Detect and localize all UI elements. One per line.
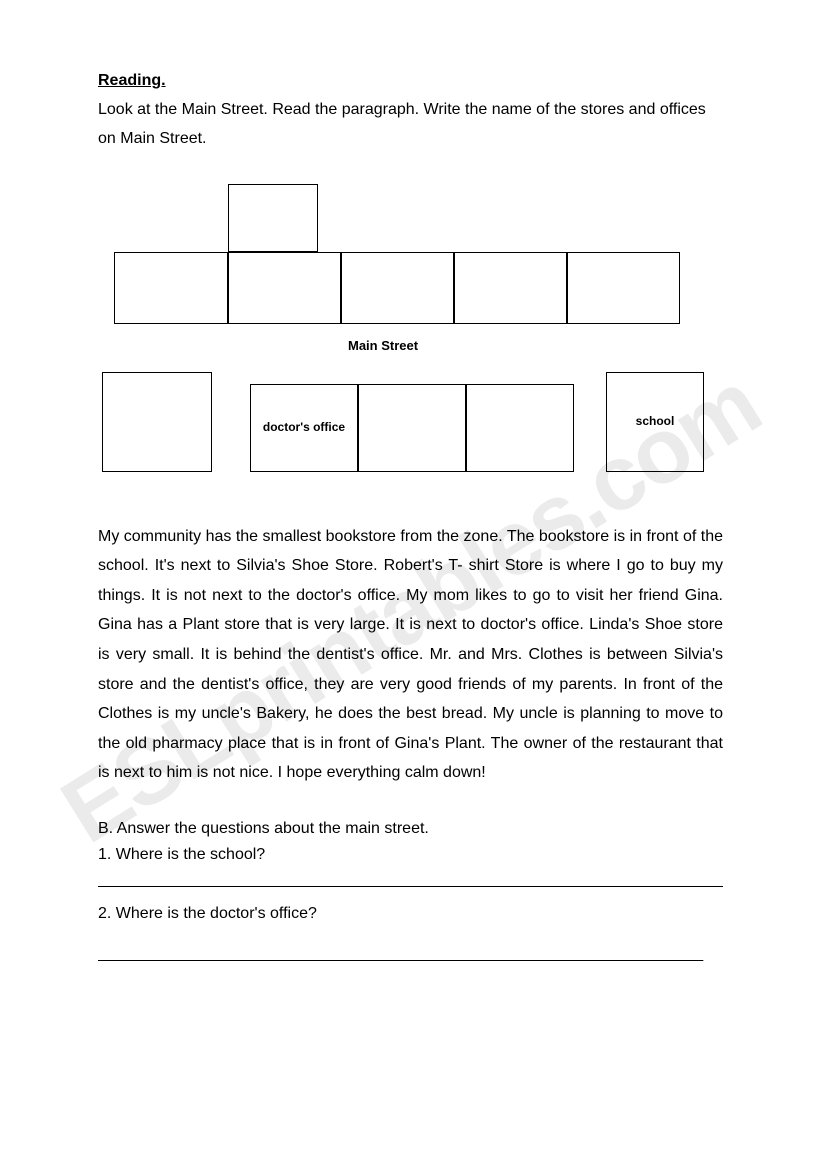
map-box-bottom-4: school [606, 372, 704, 472]
map-box-bottom-3[interactable] [466, 384, 574, 472]
question-2: 2. Where is the doctor's office? [98, 905, 723, 923]
map-box-top-0[interactable] [114, 252, 228, 324]
answer-line-2[interactable]: ________________________________________… [98, 945, 723, 963]
map-box-top-small[interactable] [228, 184, 318, 252]
map-box-bottom-2[interactable] [358, 384, 466, 472]
map-box-top-4[interactable] [567, 252, 680, 324]
map-box-bottom-0[interactable] [102, 372, 212, 472]
answer-line-1[interactable] [98, 886, 723, 887]
street-label: Main Street [348, 338, 418, 353]
main-street-map: Main Street doctor's office school [98, 184, 723, 494]
map-box-top-1[interactable] [228, 252, 341, 324]
map-box-top-2[interactable] [341, 252, 454, 324]
page-container: Reading. Look at the Main Street. Read t… [0, 0, 821, 1003]
question-1: 1. Where is the school? [98, 846, 723, 864]
map-box-bottom-1: doctor's office [250, 384, 358, 472]
section-b-heading: B. Answer the questions about the main s… [98, 814, 723, 844]
map-box-top-3[interactable] [454, 252, 567, 324]
instruction-text: Look at the Main Street. Read the paragr… [98, 96, 723, 154]
reading-paragraph: My community has the smallest bookstore … [98, 522, 723, 788]
heading-reading: Reading. [98, 72, 723, 90]
